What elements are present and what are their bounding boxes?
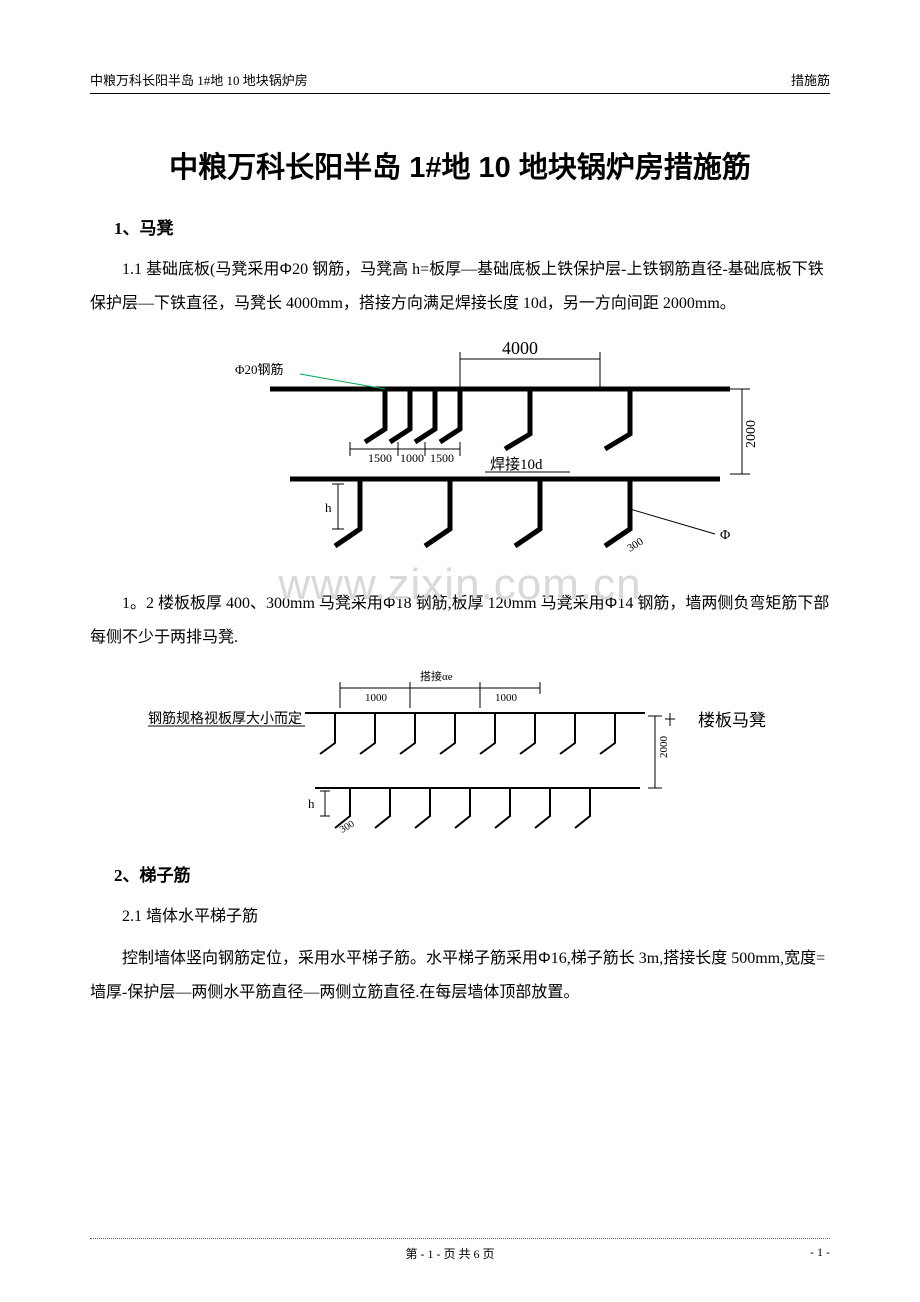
label-right: 楼板马凳 bbox=[698, 711, 766, 730]
section-2-heading: 2、梯子筋 bbox=[114, 861, 830, 886]
header-left: 中粮万科长阳半岛 1#地 10 地块锅炉房 bbox=[90, 70, 308, 89]
paragraph-1-2: 1。2 楼板板厚 400、300mm 马凳采用Φ18 钢筋,板厚 120mm 马… bbox=[90, 587, 830, 654]
paragraph-2-1: 控制墙体竖向钢筋定位，采用水平梯子筋。水平梯子筋采用Φ16,梯子筋长 3m,搭接… bbox=[90, 942, 830, 1009]
dim-1500b: 1500 bbox=[430, 451, 454, 465]
dim-2000: 2000 bbox=[744, 420, 759, 448]
label-phi20: Φ20钢筋 bbox=[235, 362, 284, 377]
label-left: 钢筋规格视板厚大小而定 bbox=[148, 710, 302, 727]
document-title: 中粮万科长阳半岛 1#地 10 地块锅炉房措施筋 bbox=[90, 144, 830, 186]
dim-4000: 4000 bbox=[502, 338, 538, 358]
diagram-foundation-stool: 4000 2000 1500 1000 1500 Φ20钢筋 bbox=[90, 334, 830, 569]
label-lap: 搭接αe bbox=[420, 670, 453, 683]
dim-300: 300 bbox=[625, 536, 646, 555]
dim-1000b: 1000 bbox=[495, 692, 518, 704]
paragraph-1-1: 1.1 基础底板(马凳采用Φ20 钢筋，马凳高 h=板厚—基础底板上铁保护层-上… bbox=[90, 253, 830, 320]
dim-1000a: 1000 bbox=[365, 692, 388, 704]
footer-right: - 1 - bbox=[810, 1245, 830, 1262]
label-phi: Φ bbox=[720, 528, 730, 543]
phi-icon: Φ bbox=[383, 595, 396, 612]
page-footer: 第 - 1 - 页 共 6 页 - 1 - bbox=[90, 1238, 830, 1262]
header-right: 措施筋 bbox=[791, 70, 830, 89]
label-h2: h bbox=[308, 796, 315, 811]
subsection-2-1: 2.1 墙体水平梯子筋 bbox=[90, 900, 830, 934]
dim-1500a: 1500 bbox=[368, 451, 392, 465]
label-weld: 焊接10d bbox=[490, 456, 543, 473]
label-h: h bbox=[325, 500, 332, 515]
phi-icon: Φ bbox=[538, 950, 551, 967]
page-header: 中粮万科长阳半岛 1#地 10 地块锅炉房 措施筋 bbox=[90, 70, 830, 94]
dim-2000b: 2000 bbox=[658, 736, 670, 759]
dim-1000: 1000 bbox=[400, 451, 424, 465]
section-1-heading: 1、马凳 bbox=[114, 214, 830, 239]
dim-300b: 300 bbox=[338, 819, 356, 836]
footer-center: 第 - 1 - 页 共 6 页 bbox=[406, 1245, 495, 1262]
diagram-floor-stool: 搭接αe 1000 1000 钢筋规格视板厚大小而定 楼板马凳 bbox=[90, 668, 830, 843]
phi-icon: Φ bbox=[605, 595, 618, 612]
phi-icon: Φ bbox=[279, 261, 292, 278]
